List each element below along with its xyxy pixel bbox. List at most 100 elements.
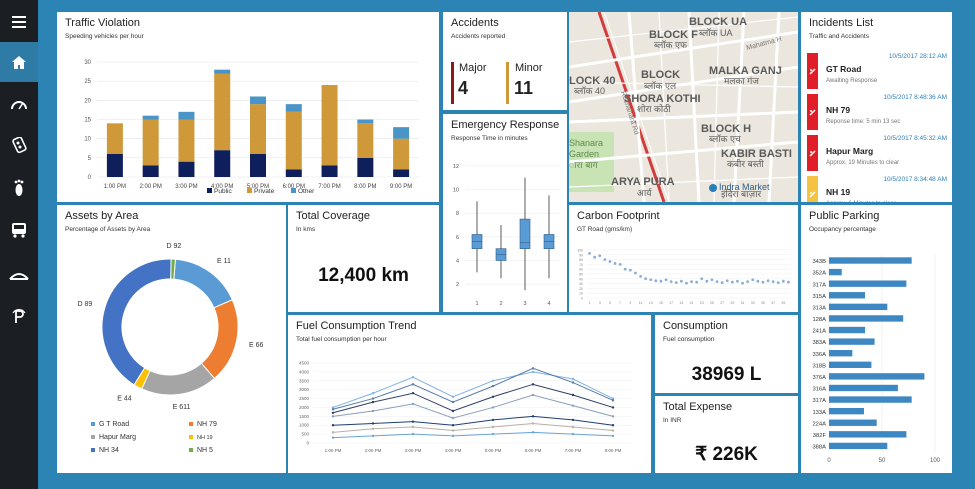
series-line (332, 431, 614, 439)
x-tick-label: 25 (710, 301, 714, 305)
map-label: MALKA GANJ (709, 65, 782, 77)
donut-slice (173, 258, 233, 309)
coverage-value: 12,400 km (318, 265, 409, 286)
legend-swatch (247, 188, 252, 193)
x-tick-label: 4:00 PM (211, 184, 233, 190)
x-tick-label: 5:00 PM (247, 184, 269, 190)
bar-segment (214, 73, 231, 151)
coverage-tile[interactable]: Total Coverage In kms 12,400 km (288, 205, 439, 312)
sidebar (0, 0, 38, 489)
nav-home[interactable] (0, 42, 38, 82)
x-tick-label: 8:00 PM (605, 448, 622, 453)
scatter-point (634, 271, 637, 275)
x-tick-label: 5:00 PM (485, 448, 502, 453)
y-tick-label: 313A (812, 305, 826, 311)
x-tick-label: 3 (599, 301, 601, 305)
incidents-tile[interactable]: Incidents List Traffic and Accidents 10/… (801, 12, 952, 202)
x-tick-label: 2:00 PM (365, 448, 382, 453)
nav-carbon[interactable] (0, 168, 38, 208)
bar (829, 373, 925, 380)
map-label: आर्य (637, 187, 652, 198)
series-point (371, 397, 375, 400)
menu-button[interactable] (0, 2, 38, 42)
x-tick-label: 4 (547, 301, 550, 307)
series-point (531, 422, 535, 425)
consumption-tile[interactable]: Consumption Fuel consumption 38969 L (655, 315, 798, 393)
nav-speed[interactable] (0, 84, 38, 124)
series-point (411, 402, 415, 406)
major-label: Major (459, 62, 487, 74)
y-tick-label: 376A (812, 375, 826, 381)
bar-segment (250, 154, 266, 177)
x-tick-label: 29 (730, 301, 734, 305)
major-value: 4 (458, 78, 469, 98)
bar-segment (106, 154, 123, 177)
bar-segment (142, 119, 159, 166)
parking-title: Public Parking (809, 210, 880, 222)
bridge-icon (9, 273, 29, 280)
series-point (411, 420, 415, 423)
map-pin-icon[interactable] (709, 184, 717, 192)
map-tile[interactable]: BLOCK UA BLOCK F MALKA GANJ LOCK 40 BLOC… (569, 12, 798, 202)
map-label: मलका गंज (724, 76, 759, 86)
x-tick-label: 33 (751, 301, 755, 305)
legend-swatch (291, 188, 296, 193)
y-tick-label: 0 (581, 297, 583, 301)
y-tick-label: 316A (812, 387, 826, 393)
scatter-point (608, 260, 612, 263)
slice-label: E 66 (249, 342, 264, 349)
scatter-point (613, 262, 617, 265)
carbon-tile[interactable]: Carbon Footprint GT Road (gms/km) 0 10 20 3… (569, 205, 798, 312)
incident-name: NH 79 (826, 105, 851, 115)
series-point (611, 397, 615, 400)
x-tick-label: 5 (609, 301, 611, 305)
expense-subtitle: In INR (663, 417, 682, 424)
bar (829, 431, 907, 438)
scatter-point (659, 279, 663, 283)
map-label: BLOCK H (701, 123, 751, 135)
y-tick-label: 10 (579, 292, 583, 296)
bar (829, 384, 898, 392)
map-label: शोरा कोठी (637, 103, 671, 114)
bar-segment (178, 119, 195, 162)
series-line (332, 394, 614, 419)
bar (829, 315, 904, 322)
incident-item[interactable]: 10/5/2017 8:48:36 AM NH 79 Reponse time:… (807, 94, 947, 132)
scatter-point (593, 255, 597, 259)
scatter-point (664, 278, 668, 282)
minor-value: 11 (514, 78, 534, 98)
incident-item[interactable]: 10/5/2017 8:34:48 AM NH 19 Approx. 6 Min… (807, 176, 947, 202)
nav-traffic[interactable] (0, 126, 38, 166)
legend-swatch (189, 422, 193, 426)
parking-subtitle: Occupancy percentage (809, 226, 876, 233)
minor-bar (506, 62, 509, 104)
emergency-tile[interactable]: Emergency Response Response Time in minu… (443, 114, 567, 312)
x-tick-label: 27 (720, 301, 724, 305)
traffic-chart: 0 5 10 15 20 25 30 1:00 PM 2:00 PM 3:00 PM 4:00 PM… (84, 60, 419, 195)
expense-tile[interactable]: Total Expense In INR ₹ 226K (655, 396, 798, 473)
legend-label: Other (298, 188, 315, 195)
series-point (611, 415, 615, 418)
scatter-point (690, 280, 693, 284)
legend-label: NH 34 (99, 447, 119, 454)
fuel-tile[interactable]: Fuel Consumption Trend Total fuel consum… (288, 315, 651, 473)
incident-item[interactable]: 10/5/2017 8:45:32 AM Hapur Marg Approx. … (807, 135, 947, 173)
series-point (371, 409, 375, 413)
y-tick-label: 60 (579, 268, 583, 272)
map-view[interactable]: BLOCK UA BLOCK F MALKA GANJ LOCK 40 BLOC… (569, 12, 798, 202)
assets-tile[interactable]: Assets by Area Percentage of Assets by A… (57, 205, 286, 473)
incident-item[interactable]: 10/5/2017 28:12 AM GT Road Awaiting Resp… (807, 53, 947, 91)
nav-transport[interactable] (0, 210, 38, 250)
home-icon (12, 55, 26, 69)
y-tick-label: 1000 (299, 423, 310, 428)
parking-tile[interactable]: Public Parking Occupancy percentage 0 50 1… (801, 205, 952, 473)
nav-parking[interactable] (0, 296, 38, 336)
assets-subtitle: Percentage of Assets by Area (65, 226, 151, 233)
traffic-title: Traffic Violation (65, 17, 141, 29)
emergency-subtitle: Response Time in minutes (451, 135, 528, 142)
y-tick-label: 50 (579, 273, 583, 277)
traffic-violation-tile[interactable]: Traffic Violation Speeding vehicles per … (57, 12, 439, 202)
series-point (411, 376, 415, 379)
nav-bridge[interactable] (0, 256, 38, 296)
accidents-tile[interactable]: Accidents Accidents reported Major 4 Min… (443, 12, 567, 110)
